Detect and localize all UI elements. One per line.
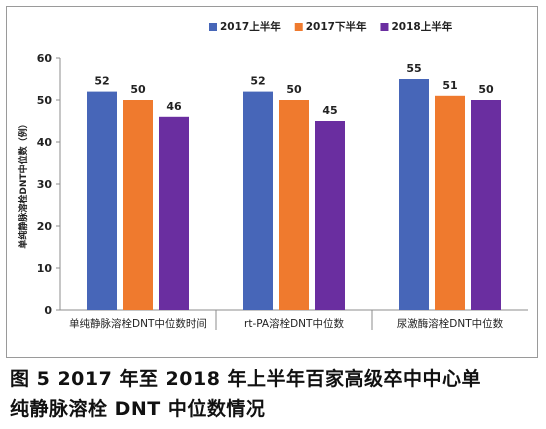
y-tick-label: 40 bbox=[37, 136, 53, 149]
bar bbox=[315, 121, 345, 310]
legend-swatch bbox=[294, 23, 303, 31]
bar bbox=[471, 100, 501, 310]
x-category-label: 单纯静脉溶栓DNT中位数时间 bbox=[69, 317, 207, 330]
caption-line-2: 纯静脉溶栓 DNT 中位数情况 bbox=[10, 398, 266, 420]
bar-value-label: 50 bbox=[286, 83, 302, 96]
bar-value-label: 52 bbox=[94, 75, 109, 88]
y-tick-label: 20 bbox=[37, 220, 53, 233]
y-axis-title: 单纯静脉溶栓DNT中位数（例） bbox=[17, 119, 29, 248]
bar-value-label: 55 bbox=[406, 62, 421, 75]
figure-caption: 图 5 2017 年至 2018 年上半年百家高级卒中中心单 纯静脉溶栓 DNT… bbox=[10, 364, 540, 424]
x-category-label: rt-PA溶栓DNT中位数 bbox=[244, 317, 344, 330]
legend-swatch bbox=[380, 23, 389, 31]
bar-value-label: 51 bbox=[442, 79, 457, 92]
y-tick-label: 30 bbox=[37, 178, 53, 191]
bar-value-label: 50 bbox=[130, 83, 146, 96]
bar-chart: 0 10 20 30 40 50 60 单纯静脉溶栓DNT中位数（例） 单纯静脉溶栓DNT中位数… bbox=[17, 20, 528, 330]
bar-value-label: 50 bbox=[478, 83, 494, 96]
legend-label: 2017上半年 bbox=[220, 20, 281, 33]
bar bbox=[243, 91, 273, 310]
caption-line-1: 图 5 2017 年至 2018 年上半年百家高级卒中中心单 bbox=[10, 368, 482, 390]
bar bbox=[87, 91, 117, 310]
y-tick-label: 0 bbox=[44, 304, 52, 317]
y-tick-label: 10 bbox=[37, 262, 53, 275]
y-tick-label: 50 bbox=[37, 94, 53, 107]
bar bbox=[399, 79, 429, 310]
legend-label: 2018上半年 bbox=[391, 20, 452, 33]
bar-value-label: 52 bbox=[250, 75, 265, 88]
bar bbox=[435, 95, 465, 310]
bar bbox=[159, 116, 189, 310]
legend-label: 2017下半年 bbox=[306, 20, 367, 33]
bar bbox=[123, 100, 153, 310]
y-tick-label: 60 bbox=[37, 52, 53, 65]
bar bbox=[279, 100, 309, 310]
x-category-label: 尿激酶溶栓DNT中位数 bbox=[397, 317, 504, 330]
bar-value-label: 46 bbox=[166, 100, 182, 113]
bar-value-label: 45 bbox=[322, 104, 337, 117]
legend-swatch bbox=[209, 23, 217, 31]
